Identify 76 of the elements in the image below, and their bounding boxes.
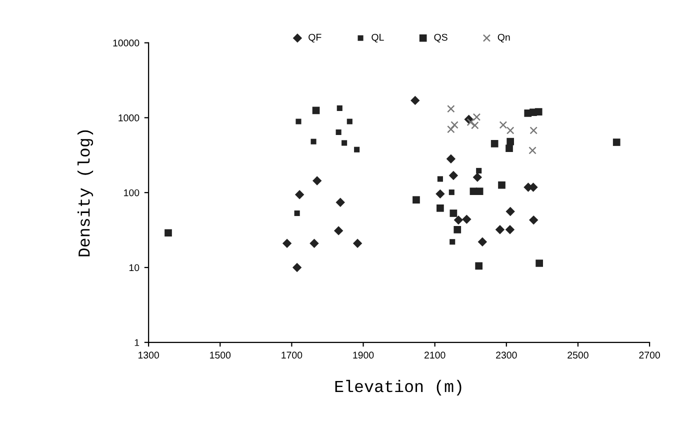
point xyxy=(447,104,455,113)
x-tick-label: 2100 xyxy=(424,352,446,359)
point xyxy=(476,168,482,174)
point xyxy=(450,121,458,129)
y-tick-label: 1000 xyxy=(118,114,140,122)
point xyxy=(612,138,620,146)
point xyxy=(446,154,456,164)
point xyxy=(164,229,172,237)
point xyxy=(536,260,543,267)
point xyxy=(448,170,458,180)
point xyxy=(334,226,344,236)
point xyxy=(454,226,462,234)
point xyxy=(292,262,302,272)
point xyxy=(472,113,481,121)
point xyxy=(310,238,319,248)
point xyxy=(336,198,345,207)
point xyxy=(454,215,464,225)
point xyxy=(312,106,320,114)
point xyxy=(478,237,488,246)
point xyxy=(282,238,292,248)
point xyxy=(450,210,458,217)
point xyxy=(505,225,515,234)
x-tick-label: 2500 xyxy=(568,352,588,359)
x-tick-label: 1900 xyxy=(353,352,374,359)
point xyxy=(296,118,302,124)
point xyxy=(310,138,316,144)
point xyxy=(437,176,443,182)
point xyxy=(506,206,515,216)
point xyxy=(534,108,542,116)
point xyxy=(530,126,538,134)
point xyxy=(498,181,506,189)
point xyxy=(506,126,514,134)
point xyxy=(490,140,498,148)
point xyxy=(450,239,456,245)
point xyxy=(436,204,444,212)
legend-label: Qn xyxy=(498,34,510,42)
point xyxy=(436,189,445,199)
legend-label: QS xyxy=(434,34,448,42)
point xyxy=(462,214,472,224)
point xyxy=(471,121,479,130)
point xyxy=(294,210,300,216)
y-axis-title: Density (log) xyxy=(78,130,94,256)
point xyxy=(312,176,322,186)
point xyxy=(475,262,483,270)
point xyxy=(448,190,454,196)
point xyxy=(506,144,513,152)
point xyxy=(354,146,360,152)
point xyxy=(476,188,484,195)
y-tick-label: 10 xyxy=(129,264,140,272)
y-tick-label: 1 xyxy=(134,339,140,346)
point xyxy=(447,125,455,134)
point xyxy=(472,172,482,182)
x-tick-label: 2700 xyxy=(639,352,660,359)
x-axis-title: Elevation (m) xyxy=(335,380,462,396)
point xyxy=(412,196,420,204)
x-tick-label: 1500 xyxy=(210,352,231,359)
point xyxy=(506,138,514,146)
y-tick-label: 10000 xyxy=(113,40,140,46)
point xyxy=(528,215,538,225)
x-tick-label: 1700 xyxy=(282,352,302,359)
legend-label: QL xyxy=(372,34,384,42)
legend-label: QF xyxy=(308,34,322,42)
x-tick-label: 1300 xyxy=(138,352,159,359)
y-tick-label: 100 xyxy=(124,189,140,196)
point xyxy=(499,121,508,129)
point xyxy=(495,225,505,234)
point xyxy=(294,190,304,200)
point xyxy=(342,140,348,146)
point xyxy=(346,118,352,124)
point xyxy=(528,146,536,154)
x-tick-label: 2300 xyxy=(496,352,517,359)
point xyxy=(336,105,342,111)
point xyxy=(336,129,342,135)
point xyxy=(466,118,475,126)
point xyxy=(410,96,420,106)
point xyxy=(352,238,362,248)
